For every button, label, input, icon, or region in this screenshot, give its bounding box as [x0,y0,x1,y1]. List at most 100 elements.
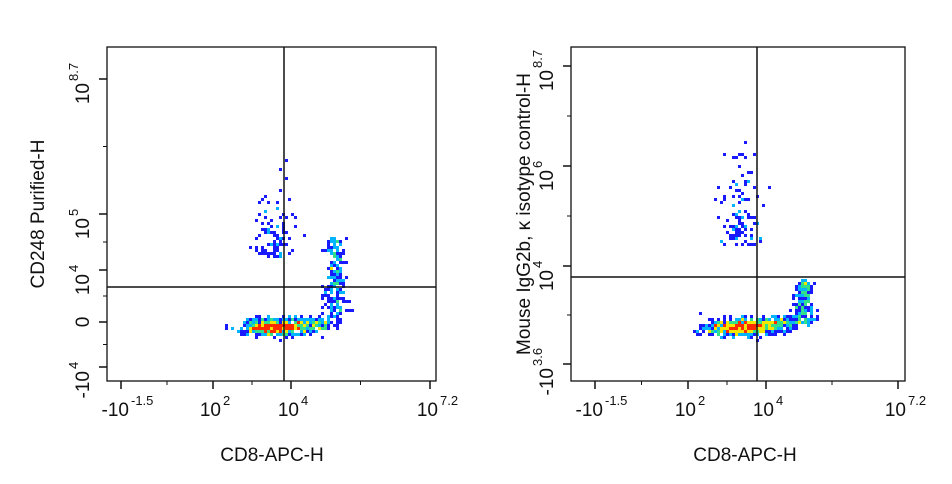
data-point [285,318,288,321]
data-point [318,324,321,327]
data-point [777,321,780,324]
data-point [279,216,282,219]
data-point [708,318,711,321]
data-point [327,243,330,246]
data-point [318,327,321,330]
data-point [252,330,255,333]
data-point [771,327,774,330]
data-point [741,333,744,336]
data-point [738,219,741,222]
data-point [321,327,324,330]
data-point [807,294,810,297]
x-tick-label: 10 [885,400,906,421]
data-point [324,291,327,294]
data-point [741,225,744,228]
data-point [816,318,819,321]
data-point [258,333,261,336]
data-point [798,318,801,321]
data-point [735,234,738,237]
data-point [279,243,282,246]
data-point [747,198,750,201]
data-point [717,216,720,219]
data-point [285,333,288,336]
data-point [714,327,717,330]
data-point [810,291,813,294]
data-point [294,324,297,327]
data-point [762,327,765,330]
data-point [336,300,339,303]
data-point [276,243,279,246]
data-point [801,300,804,303]
data-point [324,327,327,330]
data-point [726,327,729,330]
data-point [246,333,249,336]
data-point [744,324,747,327]
data-point [738,330,741,333]
data-point [729,318,732,321]
data-point [243,330,246,333]
data-point [303,318,306,321]
data-point [750,318,753,321]
data-point [276,246,279,249]
data-point [798,285,801,288]
data-point [291,318,294,321]
data-point [327,240,330,243]
data-point [330,246,333,249]
data-point [294,318,297,321]
data-point [330,315,333,318]
data-point [732,156,735,159]
data-point [342,252,345,255]
data-point [291,336,294,339]
data-point [804,294,807,297]
data-point [225,324,228,327]
data-point [753,186,756,189]
data-point [264,321,267,324]
data-point [249,318,252,321]
data-point [711,333,714,336]
data-point [753,333,756,336]
data-point [330,312,333,315]
data-point [717,318,720,321]
y-tick-exponent: 4 [66,362,81,369]
data-point [723,153,726,156]
data-point [285,324,288,327]
data-point [801,297,804,300]
data-point [336,288,339,291]
data-point [288,330,291,333]
data-point [258,324,261,327]
y-tick-label: 10 [537,70,558,91]
data-point [288,321,291,324]
data-point [753,324,756,327]
data-point [279,333,282,336]
data-point [309,333,312,336]
data-point [351,309,354,312]
data-point [261,246,264,249]
data-point [267,318,270,321]
data-point [816,309,819,312]
data-point [810,315,813,318]
data-point [801,291,804,294]
data-point [744,210,747,213]
data-point [795,321,798,324]
data-point [306,330,309,333]
data-point [804,321,807,324]
data-point [327,276,330,279]
data-point [321,318,324,321]
data-point [318,318,321,321]
data-point [759,327,762,330]
data-point [249,246,252,249]
data-point [288,333,291,336]
data-point [264,333,267,336]
data-point [264,216,267,219]
data-point [267,228,270,231]
data-point [327,318,330,321]
y-tick-exponent: 4 [530,261,545,268]
data-point [792,327,795,330]
data-point [285,321,288,324]
data-point [735,237,738,240]
data-point [786,324,789,327]
y-tick-label: 10 [73,218,94,239]
data-point [765,330,768,333]
data-point [267,252,270,255]
data-point [273,231,276,234]
